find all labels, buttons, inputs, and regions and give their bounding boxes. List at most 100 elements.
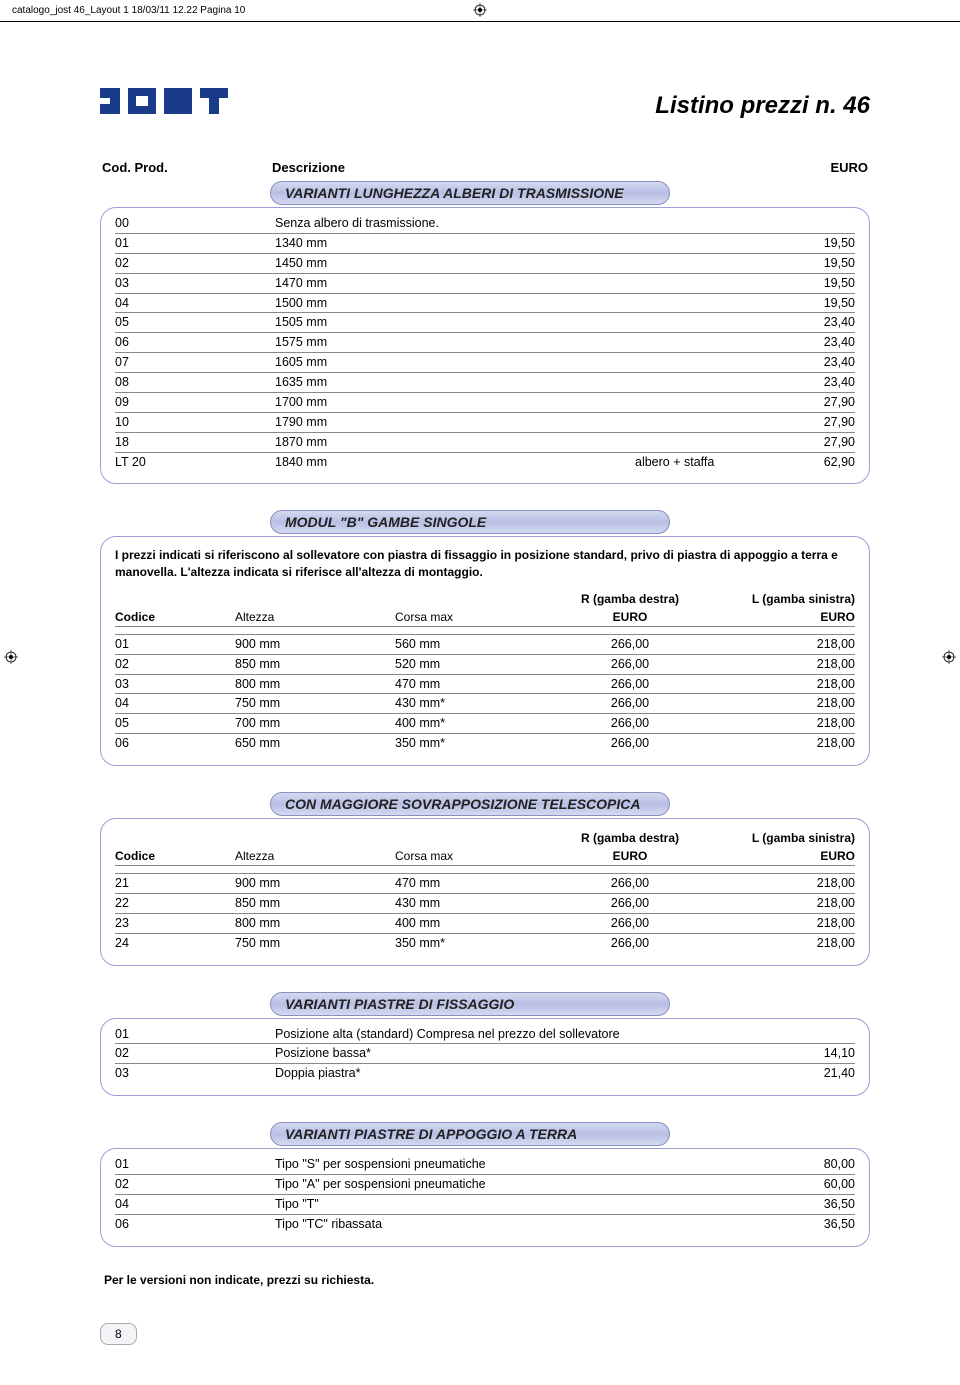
table-row: 06 1575 mm 23,40	[115, 333, 855, 353]
cell-altezza: 800 mm	[235, 676, 395, 693]
table-row: 05 700 mm 400 mm* 266,00 218,00	[115, 714, 855, 734]
table-row: 01 1340 mm 19,50	[115, 234, 855, 254]
cell-code: 09	[115, 394, 275, 411]
table-row: 23 800 mm 400 mm 266,00 218,00	[115, 914, 855, 934]
table-row: 01 Posizione alta (standard) Compresa ne…	[115, 1025, 855, 1045]
col-head-euro: EURO	[768, 160, 868, 175]
cell-code: 24	[115, 935, 235, 952]
section-title: VARIANTI LUNGHEZZA ALBERI DI TRASMISSION…	[270, 181, 670, 205]
cell-code: 00	[115, 215, 275, 232]
label: EURO	[725, 849, 855, 863]
cell-price-l: 218,00	[725, 735, 855, 752]
cell-code: 22	[115, 895, 235, 912]
cell-code: 01	[115, 235, 275, 252]
section-title: MODUL "B" GAMBE SINGOLE	[270, 510, 670, 534]
crop-meta-bar: catalogo_jost 46_Layout 1 18/03/11 12.22…	[0, 0, 960, 22]
table-row: 03 800 mm 470 mm 266,00 218,00	[115, 675, 855, 695]
cell-code: 05	[115, 314, 275, 331]
cell-code: 02	[115, 1176, 275, 1193]
cell-price: 23,40	[765, 334, 855, 351]
cell-price-r: 266,00	[535, 676, 725, 693]
cell-price: 14,10	[765, 1045, 855, 1062]
cell-price-l: 218,00	[725, 915, 855, 932]
table-row: 08 1635 mm 23,40	[115, 373, 855, 393]
table-row: 06 650 mm 350 mm* 266,00 218,00	[115, 734, 855, 753]
label: EURO	[535, 849, 725, 863]
col-head-desc: Descrizione	[272, 160, 768, 175]
cell-code: 05	[115, 715, 235, 732]
sub-header-top: R (gamba destra) L (gamba sinistra)	[115, 829, 855, 847]
cell-price: 19,50	[765, 235, 855, 252]
cell-price: 60,00	[765, 1176, 855, 1193]
section-box-telescopica: R (gamba destra) L (gamba sinistra) Codi…	[100, 818, 870, 966]
section-box-piastre-fissaggio: 01 Posizione alta (standard) Compresa ne…	[100, 1018, 870, 1097]
section-note: I prezzi indicati si riferiscono al soll…	[115, 547, 855, 579]
section-title: VARIANTI PIASTRE DI APPOGGIO A TERRA	[270, 1122, 670, 1146]
table-row: 05 1505 mm 23,40	[115, 313, 855, 333]
cell-altezza: 900 mm	[235, 875, 395, 892]
table-row: 01 Tipo "S" per sospensioni pneumatiche …	[115, 1155, 855, 1175]
cell-price: 62,90	[765, 454, 855, 471]
cell-code: 21	[115, 875, 235, 892]
table-row: 22 850 mm 430 mm 266,00 218,00	[115, 894, 855, 914]
label: Corsa max	[395, 849, 535, 863]
cell-corsa: 470 mm	[395, 676, 535, 693]
cell-code: 18	[115, 434, 275, 451]
table-row: 04 Tipo "T" 36,50	[115, 1195, 855, 1215]
cell-desc: 1470 mm	[275, 275, 635, 292]
cell-price-r: 266,00	[535, 695, 725, 712]
meta-text: catalogo_jost 46_Layout 1 18/03/11 12.22…	[12, 5, 245, 16]
label: L (gamba sinistra)	[752, 831, 855, 845]
cell-code: 01	[115, 636, 235, 653]
cell-code: 01	[115, 1026, 275, 1043]
table-row: 03 1470 mm 19,50	[115, 274, 855, 294]
cell-price: 27,90	[765, 394, 855, 411]
cell-price-r: 266,00	[535, 656, 725, 673]
table-row: 10 1790 mm 27,90	[115, 413, 855, 433]
registration-mark-icon	[4, 650, 18, 664]
section-box-modul-b: I prezzi indicati si riferiscono al soll…	[100, 536, 870, 766]
section-title: CON MAGGIORE SOVRAPPOSIZIONE TELESCOPICA	[270, 792, 670, 816]
cell-altezza: 900 mm	[235, 636, 395, 653]
cell-code: 03	[115, 676, 235, 693]
cell-code: 04	[115, 1196, 275, 1213]
cell-corsa: 470 mm	[395, 875, 535, 892]
cell-code: 06	[115, 334, 275, 351]
cell-desc: Senza albero di trasmissione.	[275, 215, 635, 232]
cell-altezza: 700 mm	[235, 715, 395, 732]
cell-desc: 1340 mm	[275, 235, 635, 252]
col-head-code: Cod. Prod.	[102, 160, 272, 175]
cell-code: 07	[115, 354, 275, 371]
table-row: 02 Posizione bassa* 14,10	[115, 1044, 855, 1064]
cell-code: 03	[115, 275, 275, 292]
cell-altezza: 850 mm	[235, 895, 395, 912]
cell-altezza: 850 mm	[235, 656, 395, 673]
table-row: 02 Tipo "A" per sospensioni pneumatiche …	[115, 1175, 855, 1195]
cell-price	[765, 215, 855, 232]
cell-corsa: 430 mm*	[395, 695, 535, 712]
cell-price: 19,50	[765, 275, 855, 292]
cell-price-r: 266,00	[535, 935, 725, 952]
cell-price: 27,90	[765, 414, 855, 431]
table-row: 24 750 mm 350 mm* 266,00 218,00	[115, 934, 855, 953]
table-row: 02 1450 mm 19,50	[115, 254, 855, 274]
label: L (gamba sinistra)	[752, 592, 855, 606]
cell-altezza: 800 mm	[235, 915, 395, 932]
cell-desc: 1790 mm	[275, 414, 635, 431]
registration-mark-icon	[473, 3, 487, 17]
label: EURO	[725, 610, 855, 624]
cell-price-l: 218,00	[725, 656, 855, 673]
cell-code: 06	[115, 1216, 275, 1233]
cell-desc: 1450 mm	[275, 255, 635, 272]
section-title: VARIANTI PIASTRE DI FISSAGGIO	[270, 992, 670, 1016]
label: Altezza	[235, 610, 395, 624]
cell-desc: Doppia piastra*	[275, 1065, 765, 1082]
cell-code: 06	[115, 735, 235, 752]
cell-desc: Tipo "T"	[275, 1196, 765, 1213]
cell-price: 19,50	[765, 255, 855, 272]
table-row: 01 900 mm 560 mm 266,00 218,00	[115, 635, 855, 655]
column-header-row: Cod. Prod. Descrizione EURO	[100, 160, 870, 181]
cell-code: 02	[115, 656, 235, 673]
section-box-piastre-appoggio: 01 Tipo "S" per sospensioni pneumatiche …	[100, 1148, 870, 1247]
cell-desc: 1635 mm	[275, 374, 635, 391]
